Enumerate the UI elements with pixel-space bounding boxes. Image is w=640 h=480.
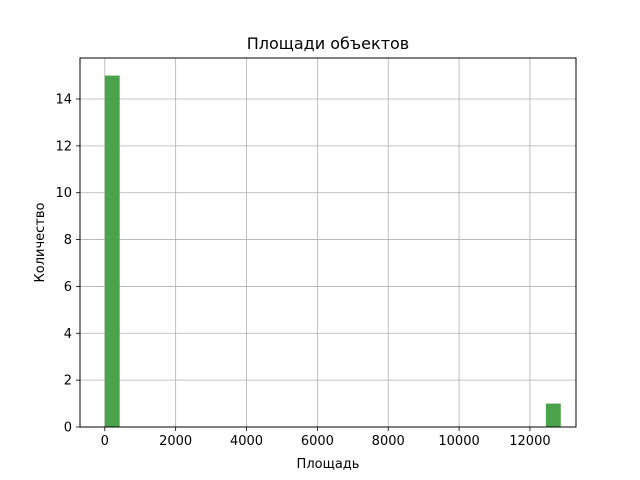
y-tick-label-0: 0 [64, 421, 72, 436]
y-tick-label-5: 10 [55, 186, 72, 201]
y-tick-label-7: 14 [55, 93, 72, 108]
plot-area-frame [79, 57, 577, 428]
y-tick-label-2: 4 [64, 327, 72, 342]
grid-lines [80, 58, 576, 428]
x-tick-label-0: 0 [101, 434, 109, 449]
y-axis-label: Количество [33, 202, 48, 282]
x-tick-label-2: 4000 [230, 434, 263, 449]
y-tick-label-1: 2 [64, 374, 72, 389]
axis-ticks: 0 2000 4000 6000 8000 10000 12000 0 2 4 6 8 10 12 14 [55, 93, 550, 450]
y-tick-label-3: 6 [64, 280, 72, 295]
y-tick-label-6: 12 [55, 139, 72, 154]
x-tick-label-1: 2000 [159, 434, 192, 449]
x-tick-label-6: 12000 [509, 434, 550, 449]
x-tick-label-3: 6000 [301, 434, 334, 449]
x-tick-label-4: 8000 [372, 434, 405, 449]
x-axis-label: Площадь [297, 457, 360, 472]
chart-title: Площади объектов [247, 34, 409, 53]
x-tick-label-5: 10000 [438, 434, 479, 449]
histogram-bars [104, 75, 561, 428]
histogram-bar-1 [545, 403, 561, 427]
histogram-bar-0 [104, 75, 120, 428]
y-tick-label-4: 8 [64, 233, 72, 248]
